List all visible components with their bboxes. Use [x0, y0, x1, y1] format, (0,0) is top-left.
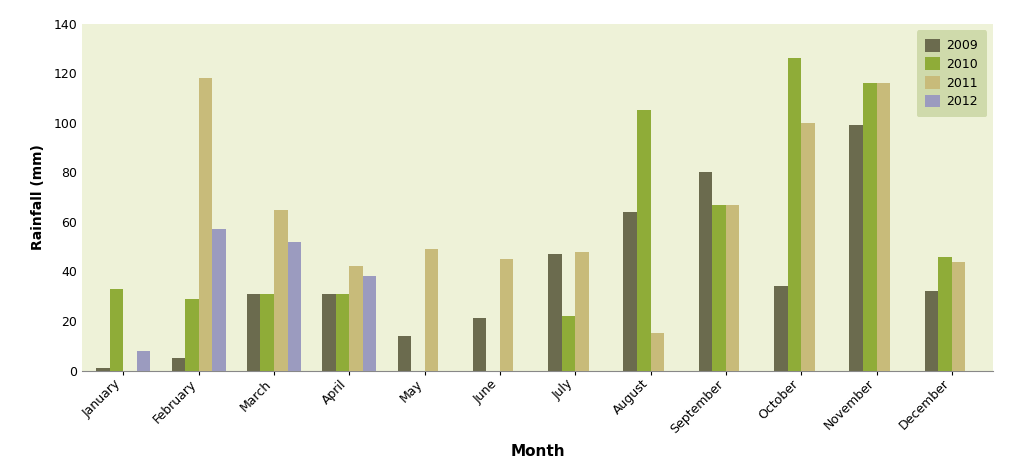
- Bar: [925, 291, 938, 370]
- Bar: [172, 358, 185, 370]
- Bar: [713, 205, 726, 370]
- Bar: [323, 294, 336, 370]
- Bar: [650, 333, 665, 370]
- Bar: [801, 123, 815, 370]
- Bar: [288, 242, 301, 370]
- Bar: [877, 83, 890, 370]
- Bar: [548, 254, 562, 370]
- Bar: [562, 316, 575, 370]
- Bar: [473, 319, 486, 370]
- Bar: [952, 262, 966, 370]
- Bar: [362, 276, 377, 370]
- Bar: [850, 125, 863, 370]
- Bar: [787, 58, 801, 370]
- Bar: [137, 351, 151, 370]
- Bar: [336, 294, 349, 370]
- Bar: [247, 294, 260, 370]
- Bar: [774, 286, 787, 370]
- Bar: [575, 252, 589, 370]
- Bar: [726, 205, 739, 370]
- Bar: [425, 249, 438, 370]
- X-axis label: Month: Month: [510, 444, 565, 459]
- Bar: [110, 289, 123, 370]
- Legend: 2009, 2010, 2011, 2012: 2009, 2010, 2011, 2012: [916, 30, 987, 117]
- Bar: [260, 294, 274, 370]
- Bar: [938, 256, 952, 370]
- Bar: [274, 209, 288, 370]
- Bar: [199, 78, 212, 370]
- Bar: [185, 299, 199, 370]
- Bar: [637, 111, 650, 371]
- Bar: [349, 266, 362, 370]
- Bar: [698, 172, 713, 370]
- Bar: [624, 212, 637, 370]
- Y-axis label: Rainfall (mm): Rainfall (mm): [31, 144, 45, 250]
- Bar: [397, 336, 411, 370]
- Bar: [500, 259, 513, 370]
- Bar: [212, 229, 225, 370]
- Bar: [96, 368, 110, 370]
- Bar: [863, 83, 877, 370]
